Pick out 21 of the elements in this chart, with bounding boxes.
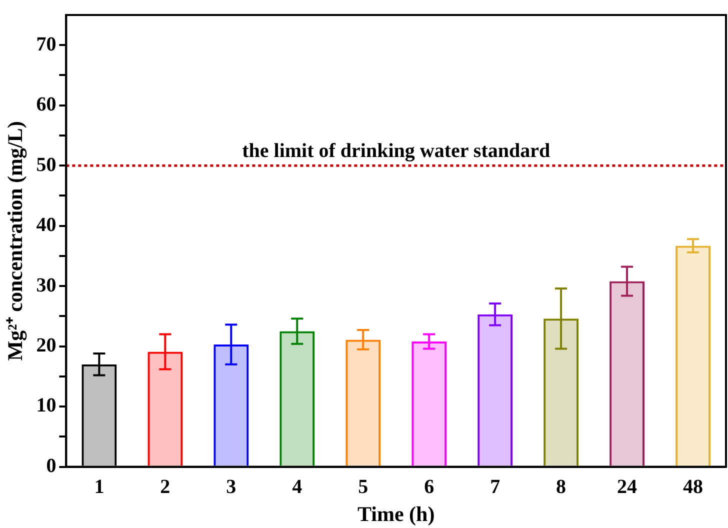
x-tick-label: 24	[617, 476, 638, 498]
y-tick-label: 10	[36, 394, 56, 417]
ref-line-label: the limit of drinking water standard	[242, 140, 550, 162]
x-tick-label: 48	[683, 476, 704, 498]
x-axis-title: Time (h)	[358, 502, 435, 526]
y-tick-label: 50	[36, 154, 56, 176]
x-tick-label: 1	[94, 476, 104, 498]
y-tick-label: 70	[36, 33, 56, 56]
y-tick-label: 30	[36, 274, 56, 296]
x-tick-label: 7	[490, 476, 500, 498]
x-tick-label: 6	[424, 476, 434, 498]
x-tick-label: 2	[160, 476, 170, 498]
x-tick-label: 5	[358, 476, 368, 498]
x-tick-label: 4	[292, 476, 302, 498]
x-tick-label: 8	[556, 476, 566, 498]
y-tick-label: 60	[36, 94, 56, 116]
y-tick-label: 40	[36, 214, 56, 236]
y-tick-label: 0	[46, 454, 56, 477]
x-tick-label: 3	[226, 476, 236, 498]
y-tick-label: 20	[36, 334, 56, 356]
y-axis-title: Mg²⁺ concentration (mg/L)	[3, 121, 28, 361]
